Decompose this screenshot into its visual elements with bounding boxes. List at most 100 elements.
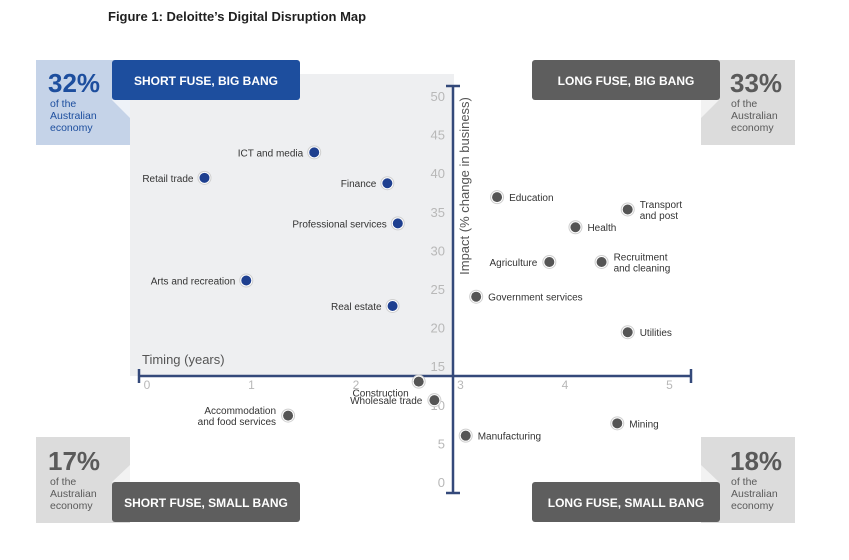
point-marker [309, 147, 320, 158]
banner-top-right [532, 60, 720, 100]
point-retail-trade: Retail trade [142, 170, 212, 185]
banner-top-right-label: LONG FUSE, BIG BANG [558, 74, 695, 88]
y-tick-35: 35 [431, 205, 445, 220]
badge-top-left [36, 60, 130, 145]
point-label: Transport [640, 200, 683, 211]
point-label: ICT and media [238, 148, 304, 159]
desc-bottom-right-2: Australian [731, 488, 778, 500]
point-finance: Finance [341, 176, 395, 191]
y-axis-label: Impact (% change in business) [457, 97, 472, 275]
point-marker [596, 256, 607, 267]
x-axis-label: Timing (years) [142, 352, 225, 367]
point-marker [382, 178, 393, 189]
point-wholesale-trade: Wholesale trade [350, 393, 442, 408]
desc-top-right-1: of the [731, 98, 757, 110]
y-tick-45: 45 [431, 128, 445, 143]
point-marker [612, 418, 623, 429]
desc-bottom-left-2: Australian [50, 488, 97, 500]
point-construction: Construction [353, 374, 426, 400]
point-label: Arts and recreation [151, 277, 236, 288]
point-label: Construction [353, 389, 409, 400]
point-mining: Mining [610, 416, 659, 431]
badge-top-right [701, 60, 795, 145]
banner-top-left-label: SHORT FUSE, BIG BANG [134, 74, 278, 88]
point-label: Utilities [640, 328, 672, 339]
banner-top-left [112, 60, 300, 100]
point-label: Finance [341, 179, 377, 190]
point-marker [413, 376, 424, 387]
desc-top-left-3: economy [50, 122, 93, 134]
x-tick-2: 2 [353, 378, 360, 392]
point-marker [199, 172, 210, 183]
y-tick-15: 15 [431, 359, 445, 374]
percent-bottom-left: 17% [48, 446, 100, 476]
point-label: Retail trade [142, 174, 194, 185]
y-tick-30: 30 [431, 243, 445, 258]
y-tick-40: 40 [431, 166, 445, 181]
banner-bottom-left [112, 482, 300, 522]
point-agriculture: Agriculture [490, 254, 557, 269]
point-label: Accommodation [204, 406, 276, 417]
point-marker [429, 395, 440, 406]
point-label: Mining [629, 419, 658, 430]
point-utilities: Utilities [620, 325, 672, 340]
point-label: Manufacturing [478, 432, 541, 443]
y-tick-5: 5 [438, 436, 445, 451]
point-marker [544, 256, 555, 267]
point-label: and post [640, 211, 679, 222]
point-professional-services: Professional services [292, 216, 405, 231]
percent-top-right: 33% [730, 68, 782, 98]
point-label: Agriculture [490, 258, 538, 269]
point-government-services: Government services [469, 289, 583, 304]
point-marker [622, 204, 633, 215]
percent-bottom-right: 18% [730, 446, 782, 476]
quadrant-top-left: 32% of the Australian economy SHORT FUSE… [36, 60, 300, 145]
point-marker [622, 327, 633, 338]
y-tick-50: 50 [431, 89, 445, 104]
percent-top-left: 32% [48, 68, 100, 98]
banner-bottom-right-label: LONG FUSE, SMALL BANG [548, 496, 704, 510]
point-ict-and-media: ICT and media [238, 145, 322, 160]
desc-top-left-2: Australian [50, 110, 97, 122]
desc-bottom-right-3: economy [731, 500, 774, 512]
point-label: Government services [488, 293, 582, 304]
figure-title: Figure 1: Deloitte’s Digital Disruption … [108, 9, 367, 24]
badge-bottom-right [701, 437, 795, 523]
desc-bottom-left-1: of the [50, 476, 76, 488]
point-education: Education [490, 190, 554, 205]
x-tick-5: 5 [666, 378, 673, 392]
desc-top-left-1: of the [50, 98, 76, 110]
point-marker [570, 222, 581, 233]
point-label: Wholesale trade [350, 396, 423, 407]
point-marker [460, 430, 471, 441]
desc-top-right-3: economy [731, 122, 774, 134]
point-label: Education [509, 193, 553, 204]
x-tick-3: 3 [457, 378, 464, 392]
point-health: Health [568, 220, 616, 235]
x-tick-1: 1 [248, 378, 255, 392]
point-marker [283, 410, 294, 421]
point-marker [492, 192, 503, 203]
point-label: Recruitment [614, 252, 668, 263]
point-label: Professional services [292, 219, 386, 230]
banner-bottom-left-label: SHORT FUSE, SMALL BANG [124, 496, 288, 510]
banner-bottom-right [532, 482, 720, 522]
point-marker [471, 291, 482, 302]
x-tick-0: 0 [144, 378, 151, 392]
y-tick-25: 25 [431, 282, 445, 297]
point-label: and food services [198, 417, 276, 428]
quadrant-bottom-right: 18% of the Australian economy LONG FUSE,… [532, 437, 795, 523]
quadrant-top-right: 33% of the Australian economy LONG FUSE,… [532, 60, 795, 145]
badge-bottom-left [36, 437, 130, 523]
point-marker [387, 300, 398, 311]
point-real-estate: Real estate [331, 298, 400, 313]
desc-top-right-2: Australian [731, 110, 778, 122]
data-points: ICT and media Retail trade Finance Professi… [142, 145, 683, 443]
x-tick-labels: 0 1 2 3 4 5 [144, 378, 674, 392]
point-label: and cleaning [614, 263, 671, 274]
y-tick-20: 20 [431, 321, 445, 336]
